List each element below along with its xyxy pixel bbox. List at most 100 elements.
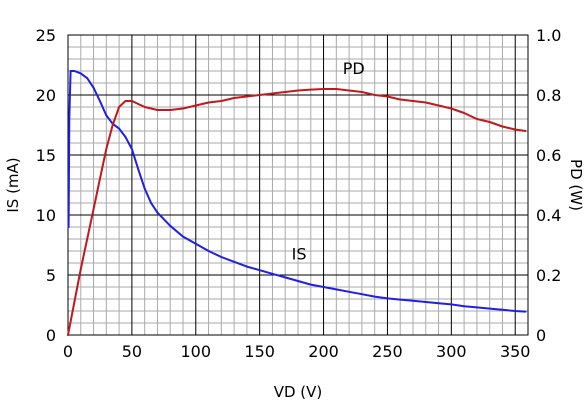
data-point-is xyxy=(143,187,146,190)
data-point-pd xyxy=(322,88,325,90)
data-point-is xyxy=(463,305,466,308)
data-point-is xyxy=(130,148,133,150)
data-point-pd xyxy=(220,100,223,102)
x-tick-label: 350 xyxy=(500,342,531,361)
data-point-pd xyxy=(437,104,440,107)
data-point-pd xyxy=(488,121,491,123)
data-point-pd xyxy=(284,91,287,93)
data-point-pd xyxy=(475,118,478,120)
data-point-is xyxy=(399,298,402,301)
data-point-is xyxy=(207,250,210,252)
data-point-is xyxy=(194,242,197,245)
data-point-is xyxy=(524,310,527,313)
data-point-pd xyxy=(156,109,159,111)
data-point-pd xyxy=(373,94,376,96)
data-point-pd xyxy=(271,92,274,95)
data-point-pd xyxy=(118,106,121,108)
data-point-is xyxy=(335,288,338,291)
series-layer xyxy=(67,70,527,336)
data-point-is xyxy=(220,256,223,258)
data-point-pd xyxy=(79,268,82,270)
data-point-is xyxy=(99,100,101,102)
y-right-tick-label: 0 xyxy=(536,326,546,345)
data-point-is xyxy=(437,302,440,305)
y-left-axis-label: IS (mA) xyxy=(4,157,22,212)
data-point-is xyxy=(68,118,71,120)
x-tick-label: 0 xyxy=(63,342,73,361)
data-point-is xyxy=(79,72,82,75)
y-right-tick-label: 0.2 xyxy=(536,266,561,285)
data-point-is xyxy=(233,260,236,263)
data-point-is xyxy=(86,77,89,80)
y-left-tick-label: 25 xyxy=(36,26,56,45)
data-point-is xyxy=(309,283,312,286)
data-point-pd xyxy=(386,95,389,98)
data-point-is xyxy=(501,308,504,311)
data-point-is xyxy=(297,280,299,282)
data-point-is xyxy=(182,235,184,238)
data-point-is xyxy=(284,276,287,279)
y-right-tick-label: 0.4 xyxy=(536,206,561,225)
data-point-is xyxy=(69,70,72,72)
data-point-pd xyxy=(424,101,427,104)
data-point-is xyxy=(92,86,95,89)
y-right-tick-label: 0.8 xyxy=(536,86,561,105)
data-point-is xyxy=(137,168,140,171)
data-point-pd xyxy=(86,238,89,240)
data-point-is xyxy=(348,290,351,293)
series-label-is: IS xyxy=(292,244,307,263)
data-point-pd xyxy=(360,91,363,93)
data-point-pd xyxy=(137,103,140,105)
series-line-is xyxy=(67,70,527,313)
data-point-is xyxy=(412,299,414,302)
series-annotations: IS PD xyxy=(292,59,365,263)
x-tick-label: 50 xyxy=(122,342,142,361)
x-tick-label: 100 xyxy=(181,342,212,361)
x-tick-label: 150 xyxy=(244,342,275,361)
data-point-pd xyxy=(412,100,414,102)
data-point-pd xyxy=(348,89,351,92)
x-axis-label: VD (V) xyxy=(274,383,323,401)
data-point-is xyxy=(124,136,127,138)
y-right-tick-labels: 0 0.2 0.4 0.6 0.8 1.0 xyxy=(536,26,561,345)
data-point-pd xyxy=(399,98,402,101)
data-point-pd xyxy=(258,94,261,96)
data-point-pd xyxy=(309,88,312,91)
x-tick-labels: 0 50 100 150 200 250 300 350 xyxy=(63,342,531,361)
data-point-pd xyxy=(194,104,197,107)
y-left-tick-label: 15 xyxy=(36,146,56,165)
data-point-is xyxy=(360,293,363,296)
y-right-tick-label: 1.0 xyxy=(536,26,561,45)
data-point-pd xyxy=(524,130,527,132)
data-point-pd xyxy=(92,208,95,210)
data-point-is xyxy=(156,211,159,214)
data-point-is xyxy=(150,202,152,204)
series-label-pd: PD xyxy=(343,59,365,78)
data-point-pd xyxy=(335,88,338,90)
data-point-is xyxy=(245,265,248,268)
data-point-pd xyxy=(124,100,127,102)
data-point-is xyxy=(514,310,517,312)
data-point-pd xyxy=(450,107,453,110)
data-point-is xyxy=(258,269,261,272)
y-left-tick-labels: 0 5 10 15 20 25 xyxy=(36,26,56,345)
data-point-pd xyxy=(297,89,299,92)
x-tick-label: 300 xyxy=(436,342,467,361)
data-point-pd xyxy=(182,107,184,110)
y-left-tick-label: 5 xyxy=(46,266,56,285)
data-point-pd xyxy=(73,301,76,303)
data-point-pd xyxy=(233,97,236,99)
minor-grid xyxy=(68,35,528,335)
data-point-is xyxy=(424,301,427,303)
data-point-is xyxy=(373,295,376,298)
data-point-is xyxy=(105,114,108,117)
x-tick-label: 250 xyxy=(372,342,403,361)
data-point-pd xyxy=(130,100,133,102)
y-right-axis-label: PD (W) xyxy=(567,159,585,211)
data-point-pd xyxy=(463,112,466,114)
data-point-pd xyxy=(67,334,69,336)
data-point-is xyxy=(73,70,76,72)
y-right-tick-label: 0.6 xyxy=(536,146,561,165)
x-tick-label: 200 xyxy=(308,342,339,361)
